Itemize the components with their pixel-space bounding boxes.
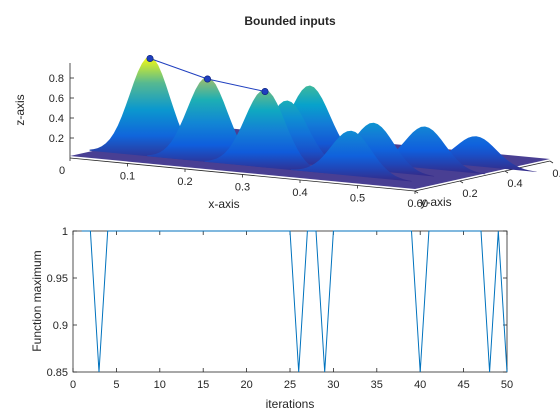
line-plot-series: [81, 230, 508, 373]
x-tick-label: 0.2: [177, 176, 192, 188]
surface-y-label: y-axis: [420, 195, 451, 209]
x-tick-label: 0.6: [407, 198, 422, 210]
line-x-tick-label: 5: [113, 379, 119, 391]
line-x-tick-label: 0: [70, 379, 76, 391]
x-tick-label: 0: [59, 165, 65, 177]
x-tick-label: 0.4: [292, 187, 307, 199]
y-tick-mark: [414, 190, 419, 194]
line-x-tick-label: 20: [240, 379, 252, 391]
surface-axes: 0.20.40.60.800.10.20.30.40.50.600.20.40.…: [49, 63, 560, 210]
line-x-tick-label: 40: [414, 379, 426, 391]
surface-title: Bounded inputs: [244, 14, 336, 28]
z-tick-label: 0.4: [49, 113, 64, 125]
surface-markers: [146, 54, 269, 96]
y-axis-line: [414, 160, 551, 192]
surface-peak: [204, 89, 326, 174]
y-tick-label: 0.2: [462, 188, 477, 200]
y-tick-mark: [504, 170, 509, 174]
line-y-tick-label: 1: [62, 226, 68, 238]
line-x-label: iterations: [266, 397, 315, 411]
marker-point: [261, 88, 269, 96]
z-tick-label: 0.2: [49, 133, 64, 145]
line-x-tick-label: 15: [197, 379, 209, 391]
x-tick-label: 0.5: [350, 193, 365, 205]
line-x-tick-label: 10: [154, 379, 166, 391]
surface-x-label: x-axis: [208, 197, 239, 211]
surface-plot: Bounded inputs 0.2 0.4 0.6 0.8 0 0.1 0.2 0.3 0.4…: [13, 14, 560, 211]
line-y-tick-label: 0.95: [47, 273, 68, 285]
z-tick-label: 0.6: [49, 93, 64, 105]
line-y-tick-label: 0.9: [53, 320, 68, 332]
line-y-label: Function maximum: [30, 250, 44, 351]
line-x-tick-label: 30: [327, 379, 339, 391]
x-tick-label: 0.1: [120, 171, 135, 183]
line-series-1: [81, 230, 508, 373]
y-tick-mark: [459, 180, 464, 184]
y-tick-label: 0: [422, 198, 428, 210]
line-plot-ticks: 0 5 10 15 20 25 30 35 40 45 50 0.85 0.9 0.95 1: [47, 226, 514, 391]
x-tick-label: 0.3: [235, 182, 250, 194]
line-x-tick-label: 25: [284, 379, 296, 391]
y-tick-label: 0.6: [552, 168, 560, 180]
marker-point: [204, 75, 212, 83]
line-plot-frame: [72, 230, 508, 373]
line-x-tick-label: 45: [457, 379, 469, 391]
y-tick-mark: [549, 160, 554, 164]
line-y-tick-label: 0.85: [47, 367, 68, 379]
marker-point: [146, 54, 154, 62]
surface-peak: [290, 130, 412, 182]
surface-body: [70, 56, 550, 189]
z-tick-label: 0.8: [49, 73, 64, 85]
line-x-tick-label: 35: [371, 379, 383, 391]
line-plot: 0 5 10 15 20 25 30 35 40 45 50 0.85 0.9 0.95 1 iterati…: [30, 226, 513, 411]
y-tick-label: 0.4: [507, 178, 522, 190]
line-x-tick-label: 50: [501, 379, 513, 391]
surface-z-label: z-axis: [13, 94, 27, 125]
